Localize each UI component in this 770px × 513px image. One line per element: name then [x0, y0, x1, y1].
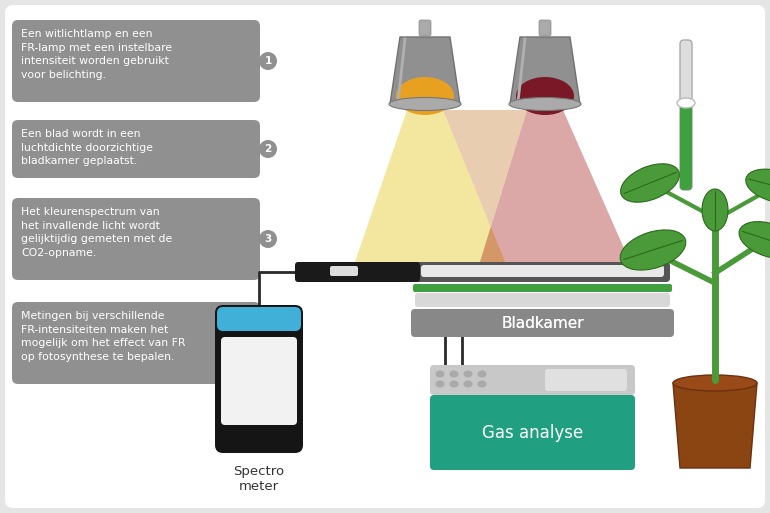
Ellipse shape	[477, 381, 487, 387]
Text: Gas analyse: Gas analyse	[482, 424, 583, 442]
Ellipse shape	[746, 169, 770, 203]
Polygon shape	[390, 37, 460, 104]
FancyBboxPatch shape	[12, 120, 260, 178]
FancyBboxPatch shape	[12, 198, 260, 280]
FancyBboxPatch shape	[680, 40, 692, 190]
FancyBboxPatch shape	[5, 5, 765, 508]
FancyBboxPatch shape	[215, 305, 303, 453]
Ellipse shape	[450, 370, 458, 378]
FancyBboxPatch shape	[221, 337, 297, 425]
Ellipse shape	[464, 370, 473, 378]
Text: Metingen bij verschillende
FR-intensiteiten maken het
mogelijk om het effect van: Metingen bij verschillende FR-intensitei…	[21, 311, 186, 362]
Ellipse shape	[477, 370, 487, 378]
Text: 2: 2	[264, 144, 272, 154]
Polygon shape	[443, 110, 527, 262]
FancyBboxPatch shape	[419, 20, 431, 36]
FancyBboxPatch shape	[421, 265, 664, 277]
Ellipse shape	[259, 52, 277, 70]
FancyBboxPatch shape	[12, 302, 260, 384]
Ellipse shape	[259, 140, 277, 158]
Ellipse shape	[436, 381, 444, 387]
FancyBboxPatch shape	[330, 266, 358, 276]
Text: Een witlichtlamp en een
FR-lamp met een instelbare
intensiteit worden gebruikt
v: Een witlichtlamp en een FR-lamp met een …	[21, 29, 172, 80]
Text: 4: 4	[264, 338, 272, 348]
FancyBboxPatch shape	[413, 284, 672, 292]
Polygon shape	[510, 37, 580, 104]
FancyBboxPatch shape	[217, 307, 301, 331]
Ellipse shape	[739, 222, 770, 259]
Text: Spectro
meter: Spectro meter	[233, 465, 285, 493]
Ellipse shape	[396, 77, 454, 115]
FancyBboxPatch shape	[430, 365, 635, 395]
FancyBboxPatch shape	[415, 293, 670, 307]
FancyBboxPatch shape	[12, 20, 260, 102]
Ellipse shape	[436, 370, 444, 378]
Ellipse shape	[450, 381, 458, 387]
Ellipse shape	[464, 381, 473, 387]
Ellipse shape	[677, 98, 695, 108]
FancyBboxPatch shape	[680, 103, 692, 190]
FancyBboxPatch shape	[415, 262, 670, 282]
Ellipse shape	[389, 97, 461, 110]
Text: Het kleurenspectrum van
het invallende licht wordt
gelijktijdig gemeten met de
C: Het kleurenspectrum van het invallende l…	[21, 207, 172, 258]
Text: Bladkamer: Bladkamer	[501, 315, 584, 330]
Ellipse shape	[621, 164, 679, 202]
Text: 3: 3	[264, 234, 272, 244]
Ellipse shape	[509, 97, 581, 110]
FancyBboxPatch shape	[545, 369, 627, 391]
Ellipse shape	[620, 230, 686, 270]
Polygon shape	[673, 383, 757, 468]
Ellipse shape	[702, 189, 728, 231]
Text: Bladkamer: Bladkamer	[501, 315, 584, 330]
Ellipse shape	[673, 375, 757, 391]
Text: Een blad wordt in een
luchtdichte doorzichtige
bladkamer geplaatst.: Een blad wordt in een luchtdichte doorzi…	[21, 129, 153, 166]
FancyBboxPatch shape	[430, 395, 635, 470]
Ellipse shape	[516, 77, 574, 115]
FancyBboxPatch shape	[295, 262, 420, 282]
Polygon shape	[355, 110, 505, 262]
FancyBboxPatch shape	[539, 20, 551, 36]
Polygon shape	[480, 110, 630, 262]
Text: 1: 1	[264, 56, 272, 66]
Ellipse shape	[259, 334, 277, 352]
Ellipse shape	[259, 230, 277, 248]
FancyBboxPatch shape	[411, 309, 674, 337]
